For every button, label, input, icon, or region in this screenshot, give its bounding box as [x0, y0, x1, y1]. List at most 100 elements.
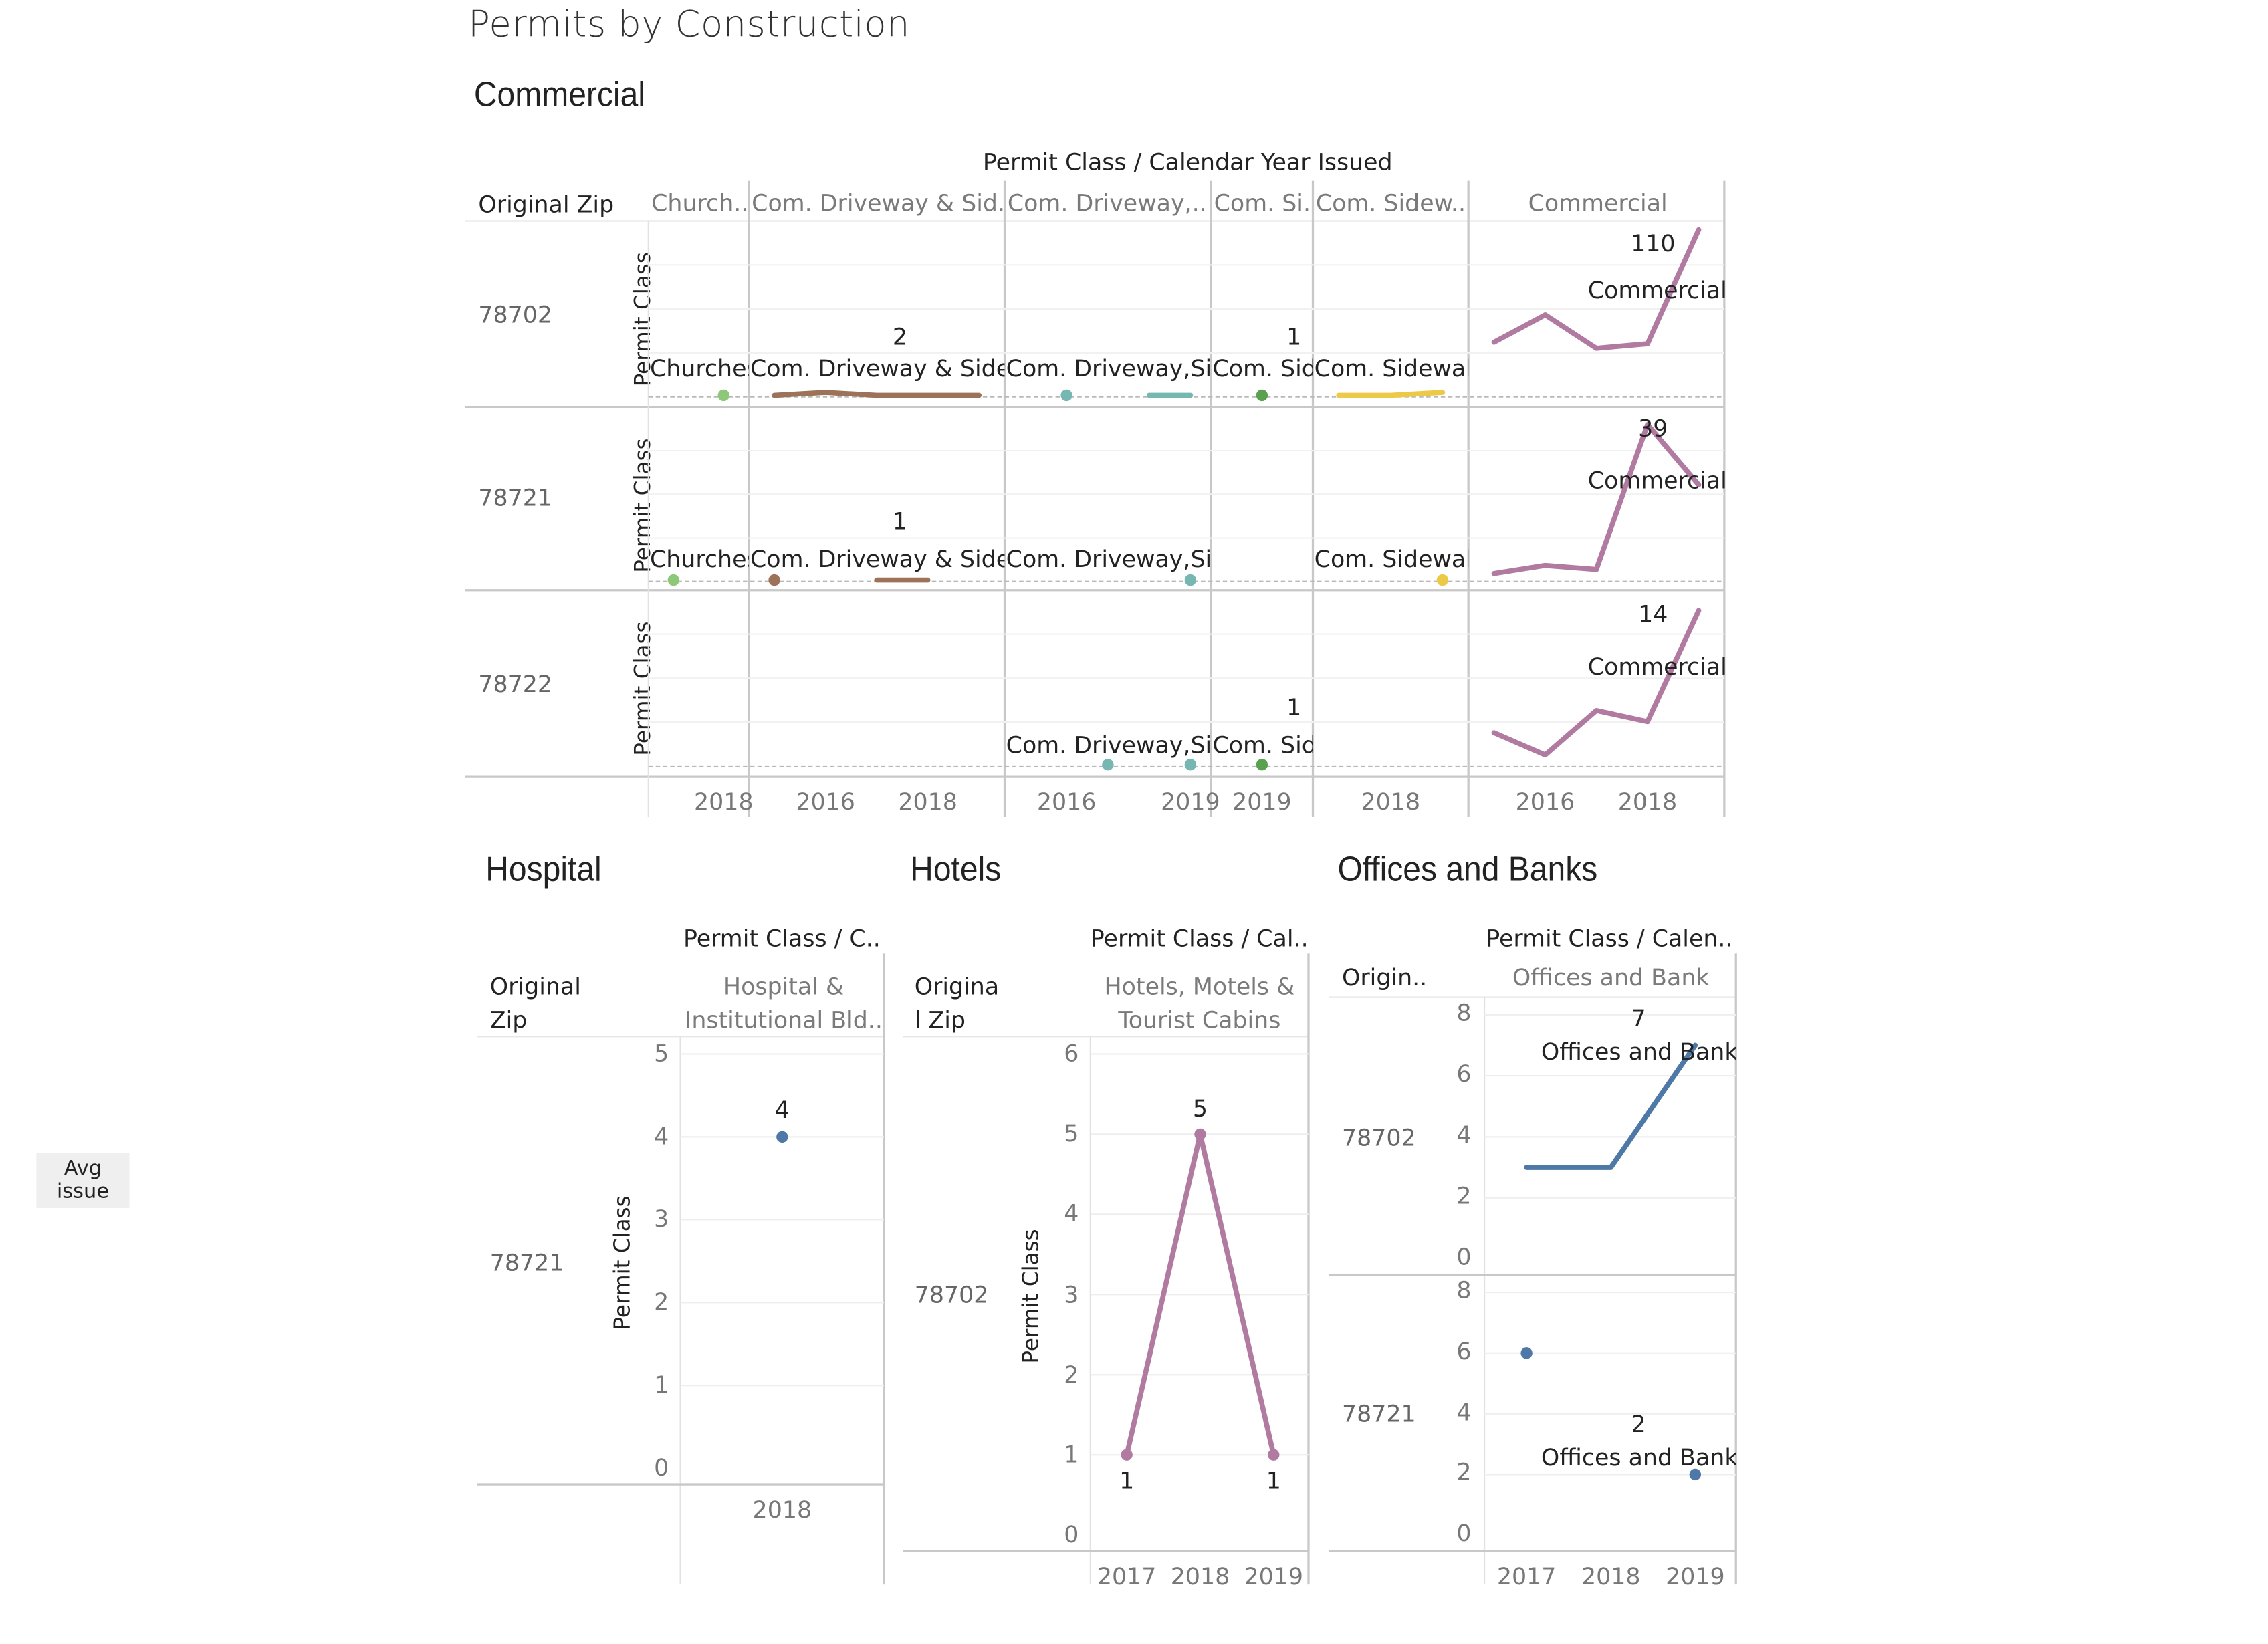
commercial-series-label: Com. Driveway,Sidewalk	[1006, 731, 1212, 759]
hospital-row-zip: 78721	[489, 1248, 564, 1277]
commercial-series-label: Com. Driveway,Sidewalk	[1006, 545, 1212, 573]
offices-y-tick: 0	[1456, 1519, 1472, 1547]
offices-series-label: Offices and Bank	[1541, 1443, 1736, 1472]
commercial-series-label: Com. Sidewalk	[1212, 731, 1313, 759]
commercial-x-tick: 2019	[1161, 788, 1220, 816]
offices-value-label: 7	[1631, 1004, 1646, 1032]
commercial-value-label: 14	[1638, 600, 1668, 628]
offices-title: Offices and Banks	[1337, 850, 1598, 890]
commercial-series-label: Churches	[649, 354, 749, 382]
offices-x-tick: 2017	[1496, 1562, 1557, 1591]
offices-y-tick: 8	[1456, 1276, 1472, 1304]
commercial-line-commercial	[1491, 422, 1702, 576]
commercial-line-driveway-sidewalk	[772, 390, 982, 398]
hospital-y-tick: 0	[654, 1453, 669, 1482]
hotels-value-label: 5	[1192, 1094, 1208, 1123]
commercial-x-tick: 2018	[1361, 788, 1421, 816]
commercial-x-tick: 2018	[1617, 788, 1678, 816]
commercial-point-com-side	[1256, 389, 1268, 402]
hospital-value-label: 4	[774, 1096, 790, 1124]
commercial-col-header-commercial: Commercial	[1528, 189, 1668, 217]
offices-series-label: Offices and Bank	[1541, 1038, 1736, 1066]
hotels-y-tick: 6	[1064, 1039, 1079, 1068]
offices-column: Offices and Bank	[1512, 963, 1710, 991]
hotels-x-tick: 2018	[1170, 1562, 1230, 1591]
hotels-row-header-line2: l Zip	[914, 1006, 966, 1034]
commercial-x-tick: 2016	[1515, 788, 1575, 816]
hotels-point	[1268, 1449, 1280, 1461]
commercial-x-tick: 2018	[694, 788, 754, 816]
commercial-row-zip-78722: 78722	[478, 670, 553, 698]
commercial-point-driveway-comma	[1060, 389, 1072, 402]
commercial-value-label: 1	[1286, 693, 1302, 721]
commercial-value-label: 1	[1286, 322, 1302, 351]
offices-y-tick: 4	[1456, 1121, 1472, 1149]
hospital-row-header-line2: Zip	[489, 1006, 528, 1034]
hotels-y-tick: 1	[1064, 1440, 1079, 1468]
commercial-col-header-driveway-sidewalk: Com. Driveway & Sid..	[752, 189, 1005, 217]
commercial-point-churches	[667, 574, 679, 586]
hotels-column-header: Permit Class / Cal..	[1090, 924, 1309, 953]
avg-issue-button[interactable]: Avg issue	[36, 1153, 130, 1208]
commercial-row-zip-78721: 78721	[478, 484, 553, 512]
commercial-point-driveway-comma	[1184, 759, 1197, 771]
offices-point-78721	[1689, 1468, 1702, 1481]
dashboard-title: Permits by Construction	[468, 3, 910, 45]
commercial-series-label: Commercial	[1587, 466, 1727, 495]
hotels-row-zip: 78702	[914, 1280, 989, 1308]
commercial-value-label: 110	[1631, 229, 1676, 257]
hotels-y-tick: 4	[1064, 1199, 1079, 1227]
hospital-row-header-line1: Original	[489, 972, 581, 1000]
commercial-line-commercial	[1491, 227, 1702, 351]
hotels-column-line2: Tourist Cabins	[1118, 1006, 1281, 1034]
commercial-value-label: 2	[892, 322, 908, 351]
commercial-col-header-churches: Church..	[651, 189, 749, 217]
commercial-point-churches	[717, 389, 730, 402]
hotels-x-tick: 2017	[1097, 1562, 1157, 1591]
commercial-series-label: Com. Driveway & Sidewalk	[750, 545, 1005, 573]
commercial-row-zip-78702: 78702	[478, 301, 553, 329]
offices-y-tick: 6	[1456, 1060, 1472, 1088]
hotels-title: Hotels	[910, 850, 1002, 890]
hotels-y-tick: 5	[1064, 1119, 1079, 1147]
offices-y-tick: 2	[1456, 1181, 1472, 1210]
commercial-series-label: Churches	[649, 545, 749, 573]
hotels-point	[1194, 1128, 1206, 1141]
commercial-x-tick: 2018	[898, 788, 957, 816]
hospital-y-tick: 1	[654, 1371, 669, 1399]
hotels-point	[1121, 1449, 1133, 1461]
commercial-series-label: Commercial	[1587, 653, 1727, 681]
offices-row-header: Origin..	[1341, 963, 1428, 991]
offices-row-zip-78702: 78702	[1341, 1123, 1416, 1152]
commercial-point-com-side	[1256, 759, 1268, 771]
commercial-line-com-sidewalk	[1336, 390, 1446, 398]
offices-y-tick: 2	[1456, 1458, 1472, 1486]
commercial-x-tick: 2016	[796, 788, 855, 816]
commercial-point-com-sidewalk	[1436, 574, 1449, 586]
hotels-x-tick: 2019	[1244, 1562, 1304, 1591]
commercial-series-label: Com. Driveway,Sidewalk	[1006, 354, 1212, 382]
commercial-series-label: Com. Sidewalk	[1314, 545, 1468, 573]
commercial-value-label: 39	[1638, 414, 1668, 443]
hospital-y-tick: 3	[654, 1205, 669, 1233]
hotels-column-line1: Hotels, Motels &	[1104, 972, 1295, 1000]
offices-y-tick: 0	[1456, 1243, 1472, 1271]
commercial-value-label: 1	[892, 507, 908, 536]
offices-x-tick: 2018	[1581, 1562, 1641, 1591]
hospital-y-tick: 5	[654, 1039, 669, 1068]
hotels-row-header-line1: Origina	[914, 972, 1000, 1000]
commercial-title: Commercial	[473, 76, 645, 115]
hospital-title: Hospital	[485, 850, 602, 890]
commercial-point-driveway-comma	[1184, 574, 1197, 586]
hotels-value-label: 1	[1119, 1466, 1135, 1494]
hospital-column-line1: Hospital &	[723, 972, 844, 1000]
commercial-series-label: Com. Driveway & Sidewalk	[750, 354, 1005, 382]
commercial-column-header: Permit Class / Calendar Year Issued	[982, 148, 1393, 177]
commercial-x-tick: 2019	[1232, 788, 1292, 816]
hotels-y-tick: 3	[1064, 1280, 1079, 1308]
offices-x-tick: 2019	[1666, 1562, 1725, 1591]
